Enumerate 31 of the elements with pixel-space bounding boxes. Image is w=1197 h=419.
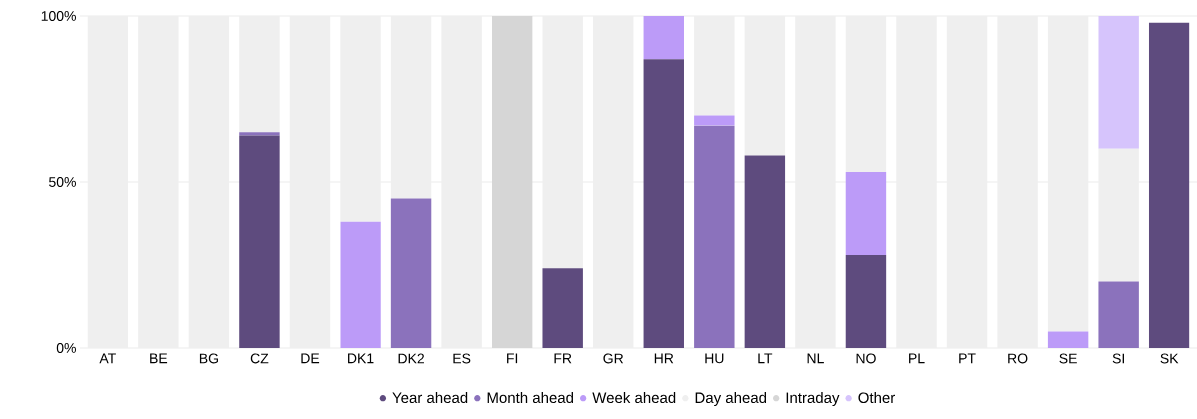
x-tick-label: AT bbox=[99, 353, 116, 364]
legend-label: Year ahead bbox=[392, 392, 468, 404]
legend-label: Other bbox=[858, 392, 895, 404]
x-tick-label: DK2 bbox=[398, 353, 424, 364]
x-tick-label: SI bbox=[1112, 353, 1124, 364]
x-tick-label: ES bbox=[453, 353, 471, 364]
y-tick-label: 100% bbox=[41, 11, 76, 21]
x-tick-label: DK1 bbox=[348, 353, 374, 364]
x-tick-label: SK bbox=[1160, 353, 1179, 364]
x-tick-label: SE bbox=[1059, 353, 1077, 364]
x-tick-label: NL bbox=[807, 353, 824, 364]
x-tick-label: CZ bbox=[250, 353, 269, 364]
legend-label: Intraday bbox=[786, 392, 840, 406]
x-tick-label: FR bbox=[554, 353, 572, 364]
x-tick-label: PL bbox=[909, 353, 925, 364]
x-tick-label: NO bbox=[856, 353, 876, 364]
legend-label: Week ahead bbox=[592, 392, 676, 404]
x-tick-label: BE bbox=[150, 353, 168, 364]
x-tick-label: DE bbox=[301, 353, 320, 364]
x-tick-label: HR bbox=[654, 353, 674, 364]
x-tick-label: LT bbox=[758, 353, 773, 364]
y-tick-label: 0% bbox=[56, 343, 76, 353]
x-tick-label: RO bbox=[1008, 353, 1028, 364]
y-tick-label: 50% bbox=[49, 177, 76, 187]
x-tick-label: PT bbox=[959, 353, 976, 364]
x-tick-label: GR bbox=[603, 353, 624, 364]
legend-label: Day ahead bbox=[695, 392, 767, 406]
x-tick-label: HU bbox=[705, 353, 724, 364]
x-tick-label: BG bbox=[199, 353, 218, 364]
legend-label: Month ahead bbox=[487, 392, 574, 404]
x-tick-label: FI bbox=[507, 353, 518, 364]
